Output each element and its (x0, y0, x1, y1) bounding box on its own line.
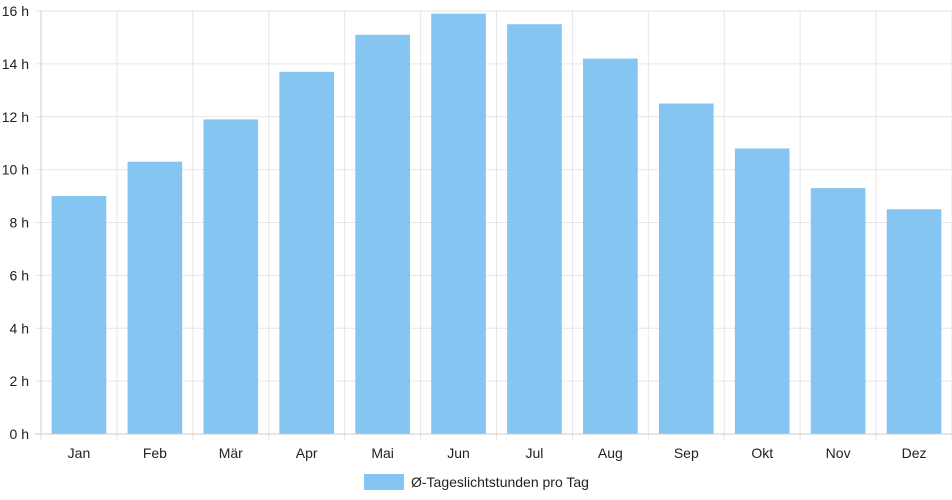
bars (51, 13, 942, 435)
bar-dez[interactable] (886, 209, 942, 434)
legend-swatch[interactable] (364, 474, 404, 490)
bar-apr[interactable] (279, 71, 335, 435)
x-tick-label: Nov (826, 445, 851, 461)
x-tick-label: Mai (371, 445, 394, 461)
bar-mär[interactable] (203, 119, 259, 435)
x-tick-label: Jan (68, 445, 91, 461)
x-tick-label: Dez (902, 445, 927, 461)
axes (35, 11, 952, 435)
bar-okt[interactable] (734, 148, 790, 434)
bar-mai[interactable] (355, 34, 410, 434)
bar-aug[interactable] (583, 58, 638, 435)
x-tick-label: Okt (751, 445, 773, 461)
x-tick-label: Mär (219, 445, 243, 461)
bar-jan[interactable] (51, 196, 107, 434)
y-tick-label: 6 h (10, 267, 29, 283)
y-tick-label: 12 h (2, 109, 29, 125)
y-tick-labels: 0 h 2 h 4 h 6 h 8 h 10 h 12 h 14 h 16 h (2, 3, 29, 442)
x-tick-label: Apr (296, 445, 318, 461)
x-tick-label: Feb (143, 445, 167, 461)
x-tick-label: Jun (447, 445, 470, 461)
x-tick-label: Aug (598, 445, 623, 461)
bar-sep[interactable] (658, 103, 714, 434)
bar-feb[interactable] (127, 161, 183, 434)
y-tick-label: 10 h (2, 162, 29, 178)
y-tick-label: 0 h (10, 426, 29, 442)
legend-label[interactable]: Ø-Tageslichtstunden pro Tag (411, 474, 589, 490)
bar-jun[interactable] (431, 13, 486, 435)
y-tick-label: 14 h (2, 56, 29, 72)
legend[interactable]: Ø-Tageslichtstunden pro Tag (364, 474, 589, 490)
bar-nov[interactable] (810, 188, 866, 434)
y-tick-label: 4 h (10, 320, 29, 336)
x-tick-label: Jul (526, 445, 544, 461)
y-tick-label: 16 h (2, 3, 29, 19)
grid-lines (35, 10, 952, 440)
y-tick-label: 2 h (10, 373, 29, 389)
x-tick-label: Sep (674, 445, 699, 461)
y-tick-label: 8 h (10, 215, 29, 231)
x-tick-labels: Jan Feb Mär Apr Mai Jun Jul Aug Sep Okt Nov Dez (68, 445, 927, 461)
bar-jul[interactable] (507, 24, 562, 434)
